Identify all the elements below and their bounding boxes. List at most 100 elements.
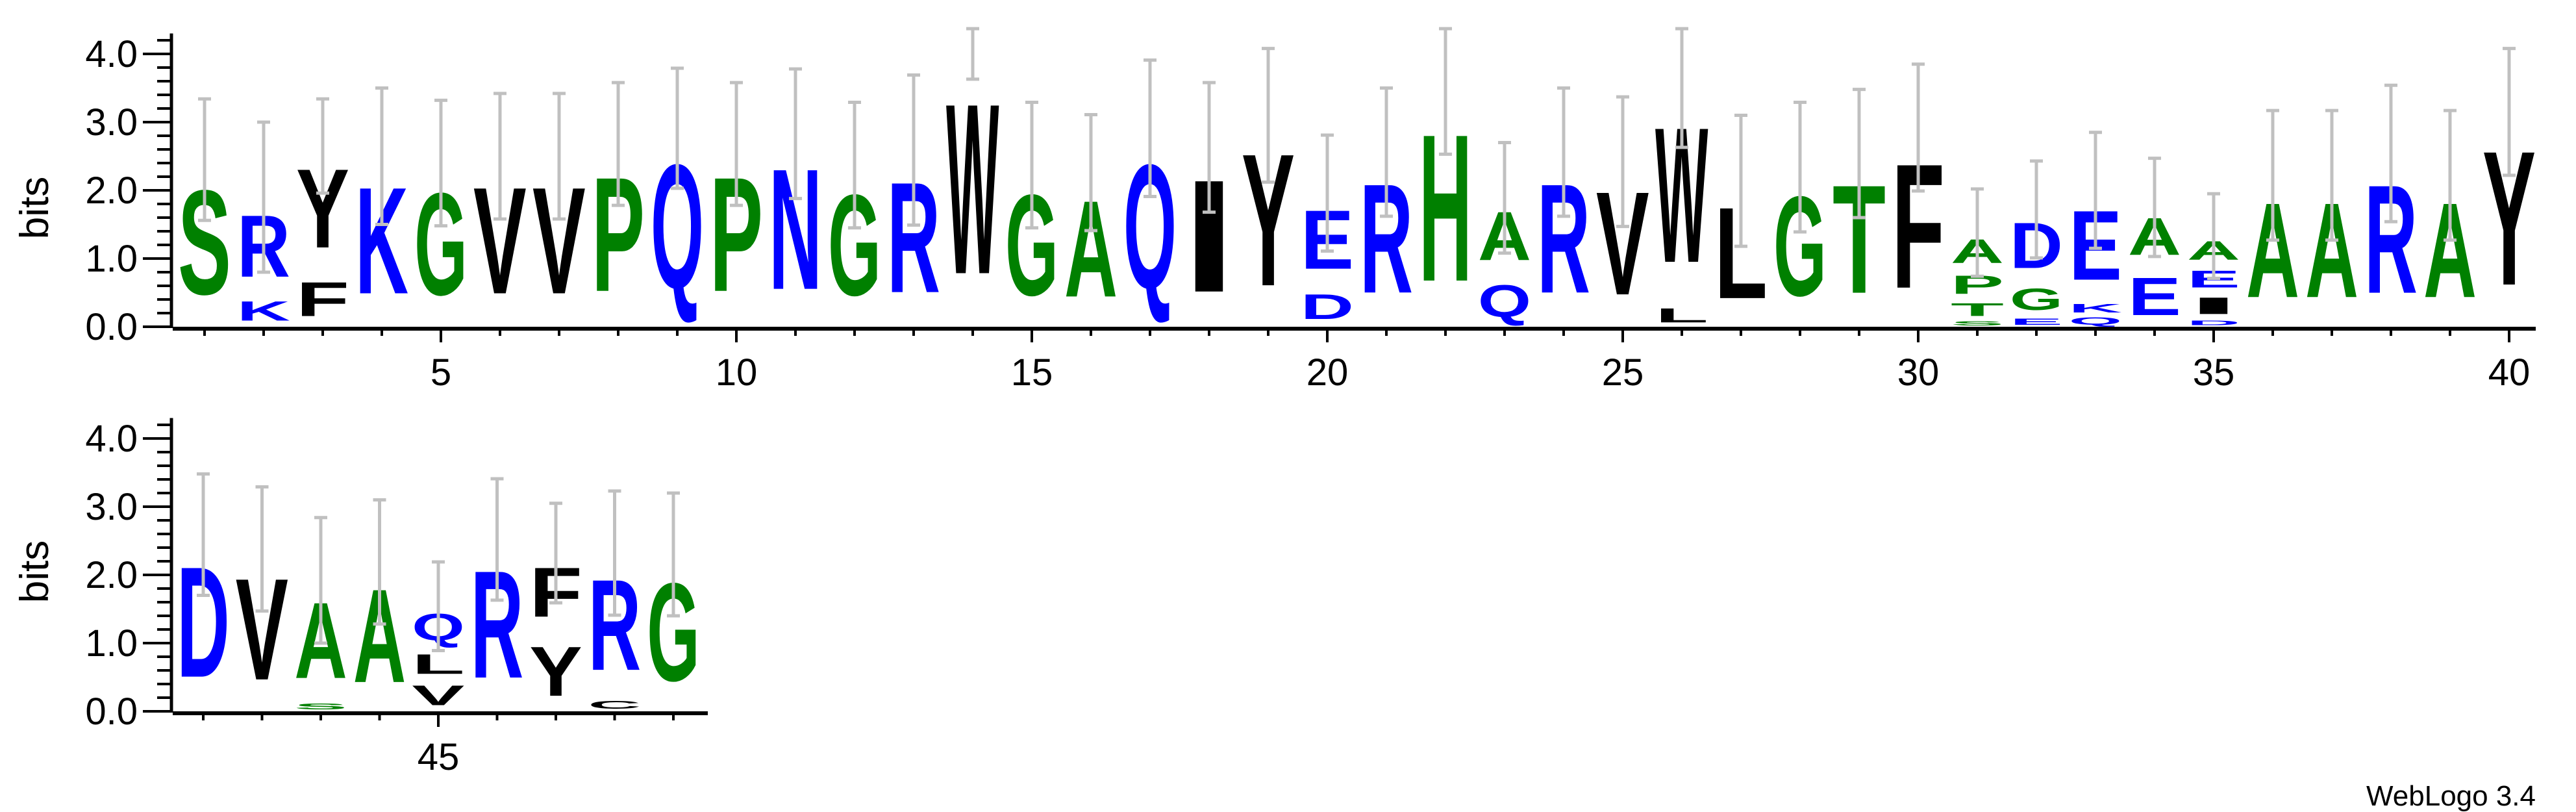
logo-column-36: A — [2246, 108, 2299, 326]
logo-column-20: DE — [1301, 133, 1354, 327]
error-bar — [1616, 95, 1629, 229]
residue-letter-T: T — [1951, 299, 2004, 320]
logo-column-45: VLQ — [412, 560, 465, 711]
error-bar — [197, 472, 210, 597]
error-bar — [255, 485, 269, 613]
residue-letter-S: S — [1951, 320, 2004, 327]
logo-column-10: P — [710, 81, 763, 325]
error-bar — [608, 489, 621, 617]
error-bar — [1439, 27, 1452, 156]
logo-column-47: YF — [529, 501, 582, 711]
logo-column-11: N — [769, 67, 822, 326]
error-bar — [1675, 27, 1688, 149]
logo-column-21: R — [1360, 86, 1413, 325]
logo-column-41: D — [177, 472, 230, 711]
x-tick-label: 40 — [2488, 351, 2531, 394]
error-bar — [2444, 108, 2457, 242]
error-bar — [1853, 88, 1866, 220]
logo-column-32: EGD — [2010, 159, 2063, 327]
logo-column-14: W — [946, 27, 999, 325]
error-bar — [1262, 47, 1275, 184]
residue-letter-I: I — [2187, 292, 2240, 319]
error-bar — [494, 92, 506, 221]
logo-column-39: A — [2423, 108, 2477, 326]
error-bar — [316, 97, 329, 195]
y-tick-label: 1.0 — [85, 238, 138, 280]
residue-letter-F: F — [296, 273, 349, 327]
x-tick-label: 35 — [2193, 351, 2235, 394]
residue-letter-C: C — [588, 698, 641, 711]
y-tick-label: 0.0 — [85, 306, 138, 348]
residue-letter-D: D — [1301, 287, 1354, 327]
error-bar — [2325, 108, 2338, 242]
y-tick-label: 4.0 — [85, 33, 138, 75]
logo-column-44: A — [353, 498, 406, 711]
error-bar — [612, 81, 625, 207]
error-bar — [671, 66, 684, 190]
logo-column-6: V — [473, 92, 527, 326]
error-bar — [1203, 81, 1216, 214]
error-bar — [1380, 86, 1393, 218]
residue-letter-G: G — [2010, 283, 2063, 316]
logo-column-15: G — [1005, 101, 1058, 325]
y-tick-label: 3.0 — [85, 486, 138, 528]
error-bar — [2384, 83, 2397, 223]
logo-column-23: QA — [1478, 141, 1531, 326]
error-bar — [2266, 108, 2279, 242]
error-bar — [490, 477, 504, 602]
y-tick-label: 2.0 — [85, 170, 138, 212]
logo-column-30: F — [1892, 62, 1945, 325]
logo-column-34: EA — [2128, 157, 2181, 327]
error-bar — [2207, 192, 2220, 280]
error-bar — [1498, 141, 1511, 255]
logo-column-7: V — [532, 92, 586, 326]
error-bar — [1912, 62, 1925, 193]
error-bar — [549, 501, 562, 605]
x-tick-label: 25 — [1602, 351, 1644, 394]
error-bar — [1557, 86, 1570, 218]
logo-column-26: LW — [1655, 27, 1708, 327]
logo-column-19: Y — [1242, 47, 1295, 326]
residue-letter-K: K — [237, 296, 290, 327]
logo-column-8: P — [592, 81, 645, 325]
logo-column-37: A — [2305, 108, 2358, 326]
residue-letter-L: L — [1655, 304, 1708, 327]
error-bar — [848, 101, 861, 230]
x-tick-label: 5 — [431, 351, 451, 394]
error-bar — [314, 516, 327, 645]
logo-column-48: CR — [588, 489, 641, 711]
error-bar — [553, 92, 566, 221]
error-bar — [2030, 159, 2043, 260]
y-axis-label: bits — [12, 540, 57, 603]
logo-column-25: V — [1596, 95, 1649, 326]
logo-column-22: H — [1419, 27, 1472, 325]
error-bar — [2089, 131, 2102, 250]
error-bar — [432, 560, 445, 653]
residue-letter-V: V — [412, 680, 464, 711]
logo-column-2: KR — [237, 120, 290, 327]
error-bar — [2148, 157, 2161, 259]
y-tick-label: 3.0 — [85, 101, 138, 144]
error-bar — [434, 98, 447, 228]
logo-column-1: S — [178, 97, 231, 326]
residue-letter-K: K — [2069, 301, 2122, 315]
y-tick-label: 0.0 — [85, 691, 138, 733]
error-bar — [1025, 101, 1038, 230]
error-bar — [1971, 187, 1984, 278]
residue-letter-S: S — [294, 702, 347, 711]
y-tick-label: 4.0 — [85, 418, 138, 460]
error-bar — [966, 27, 979, 81]
x-tick-label: 20 — [1307, 351, 1349, 394]
error-bar — [789, 67, 802, 201]
residue-letter-E: E — [2128, 267, 2181, 327]
logo-column-5: G — [414, 98, 468, 326]
error-bar — [2503, 47, 2516, 177]
error-bar — [373, 498, 386, 626]
logo-column-13: R — [887, 73, 940, 326]
weblogo-credit: WebLogo 3.4 — [2366, 780, 2536, 812]
